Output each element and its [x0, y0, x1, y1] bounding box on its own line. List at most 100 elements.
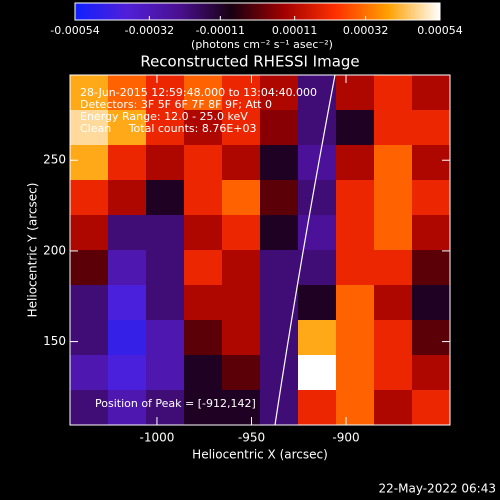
heat-cell [108, 285, 147, 321]
heat-cell [260, 355, 299, 391]
heat-cell [336, 215, 375, 251]
heat-cell [222, 145, 261, 181]
heat-cell [184, 145, 223, 181]
heat-cell [146, 390, 185, 426]
heat-cell [260, 145, 299, 181]
heat-cell [184, 390, 223, 426]
heat-cell [374, 250, 413, 286]
heat-cell [70, 110, 109, 146]
heat-cell [108, 355, 147, 391]
heat-cell [108, 145, 147, 181]
heat-cell [336, 285, 375, 321]
heat-cell [222, 285, 261, 321]
heat-cell [222, 390, 261, 426]
heat-cell [70, 75, 109, 111]
heat-cell [374, 110, 413, 146]
y-tick-label: 250 [43, 153, 66, 167]
colorbar-tick-label: -0.00054 [50, 24, 99, 37]
timestamp: 22-May-2022 06:43 [379, 482, 496, 496]
x-tick-label: -950 [238, 431, 265, 445]
y-tick-label: 200 [43, 243, 66, 257]
heat-cell [222, 355, 261, 391]
heat-cell [412, 390, 451, 426]
heat-cell [146, 320, 185, 356]
heat-cell [412, 250, 451, 286]
heat-cell [298, 180, 337, 216]
x-tick-label: -900 [332, 431, 359, 445]
heat-cell [374, 75, 413, 111]
heat-cell [298, 250, 337, 286]
heat-cell [374, 320, 413, 356]
heat-cell [222, 75, 261, 111]
heat-cell [70, 215, 109, 251]
heat-cell [412, 355, 451, 391]
heat-cell [70, 250, 109, 286]
heat-cell [374, 355, 413, 391]
colorbar-tick-label: 0.00032 [343, 24, 389, 37]
heat-cell [374, 215, 413, 251]
heat-cell [298, 145, 337, 181]
heat-cell [336, 145, 375, 181]
heat-cell [70, 285, 109, 321]
heat-cell [412, 75, 451, 111]
heat-cell [298, 390, 337, 426]
heat-cell [412, 285, 451, 321]
heat-cell [222, 320, 261, 356]
heat-cell [336, 390, 375, 426]
heat-cell [336, 180, 375, 216]
heat-cell [260, 75, 299, 111]
heat-cell [260, 110, 299, 146]
heat-cell [70, 145, 109, 181]
colorbar-label: (photons cm⁻² s⁻¹ asec⁻²) [191, 38, 333, 51]
x-axis-label: Heliocentric X (arcsec) [192, 448, 328, 462]
heat-cell [412, 145, 451, 181]
heat-cell [222, 250, 261, 286]
y-tick-label: 150 [43, 334, 66, 348]
heat-cell [184, 285, 223, 321]
heat-cell [184, 250, 223, 286]
heat-cell [298, 110, 337, 146]
colorbar-tick-label: 0.00011 [272, 24, 318, 37]
heat-cell [222, 180, 261, 216]
heat-cell [146, 75, 185, 111]
heat-cell [108, 180, 147, 216]
heat-cell [70, 320, 109, 356]
heat-cell [108, 250, 147, 286]
heat-cell [374, 145, 413, 181]
heat-cell [298, 75, 337, 111]
y-axis-label: Heliocentric Y (arcsec) [26, 183, 40, 318]
heat-cell [184, 180, 223, 216]
heat-cell [184, 355, 223, 391]
heat-cell [260, 180, 299, 216]
peak-label: Position of Peak = [-912,142] [95, 397, 256, 410]
heat-cell [146, 180, 185, 216]
annotation: Energy Range: 12.0 - 25.0 keV [80, 110, 248, 123]
heat-cell [298, 355, 337, 391]
heat-cell [108, 320, 147, 356]
heat-cell [146, 355, 185, 391]
heat-cell [374, 390, 413, 426]
x-tick-label: -1000 [140, 431, 175, 445]
heat-cell [184, 110, 223, 146]
heat-cell [70, 355, 109, 391]
heat-cell [260, 320, 299, 356]
heat-cell [184, 320, 223, 356]
heat-cell [336, 110, 375, 146]
annotation: Clean Total counts: 8.76E+03 [80, 122, 257, 135]
colorbar [74, 2, 441, 21]
heat-cell [146, 215, 185, 251]
colorbar-tick-label: -0.00032 [125, 24, 174, 37]
heat-cell [70, 180, 109, 216]
heat-cell [298, 320, 337, 356]
heat-cell [108, 75, 147, 111]
limb [274, 75, 336, 425]
heat-cell [336, 75, 375, 111]
heat-cell [260, 215, 299, 251]
heat-cell [374, 285, 413, 321]
heat-cell [374, 180, 413, 216]
heat-cell [336, 320, 375, 356]
heat-cell [184, 215, 223, 251]
heat-cell [146, 250, 185, 286]
heat-cell [260, 250, 299, 286]
